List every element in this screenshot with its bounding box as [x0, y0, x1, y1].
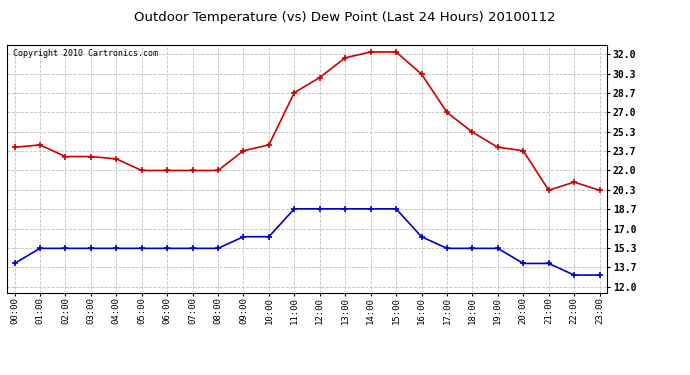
Text: Outdoor Temperature (vs) Dew Point (Last 24 Hours) 20100112: Outdoor Temperature (vs) Dew Point (Last… — [134, 11, 556, 24]
Text: Copyright 2010 Cartronics.com: Copyright 2010 Cartronics.com — [13, 49, 158, 58]
